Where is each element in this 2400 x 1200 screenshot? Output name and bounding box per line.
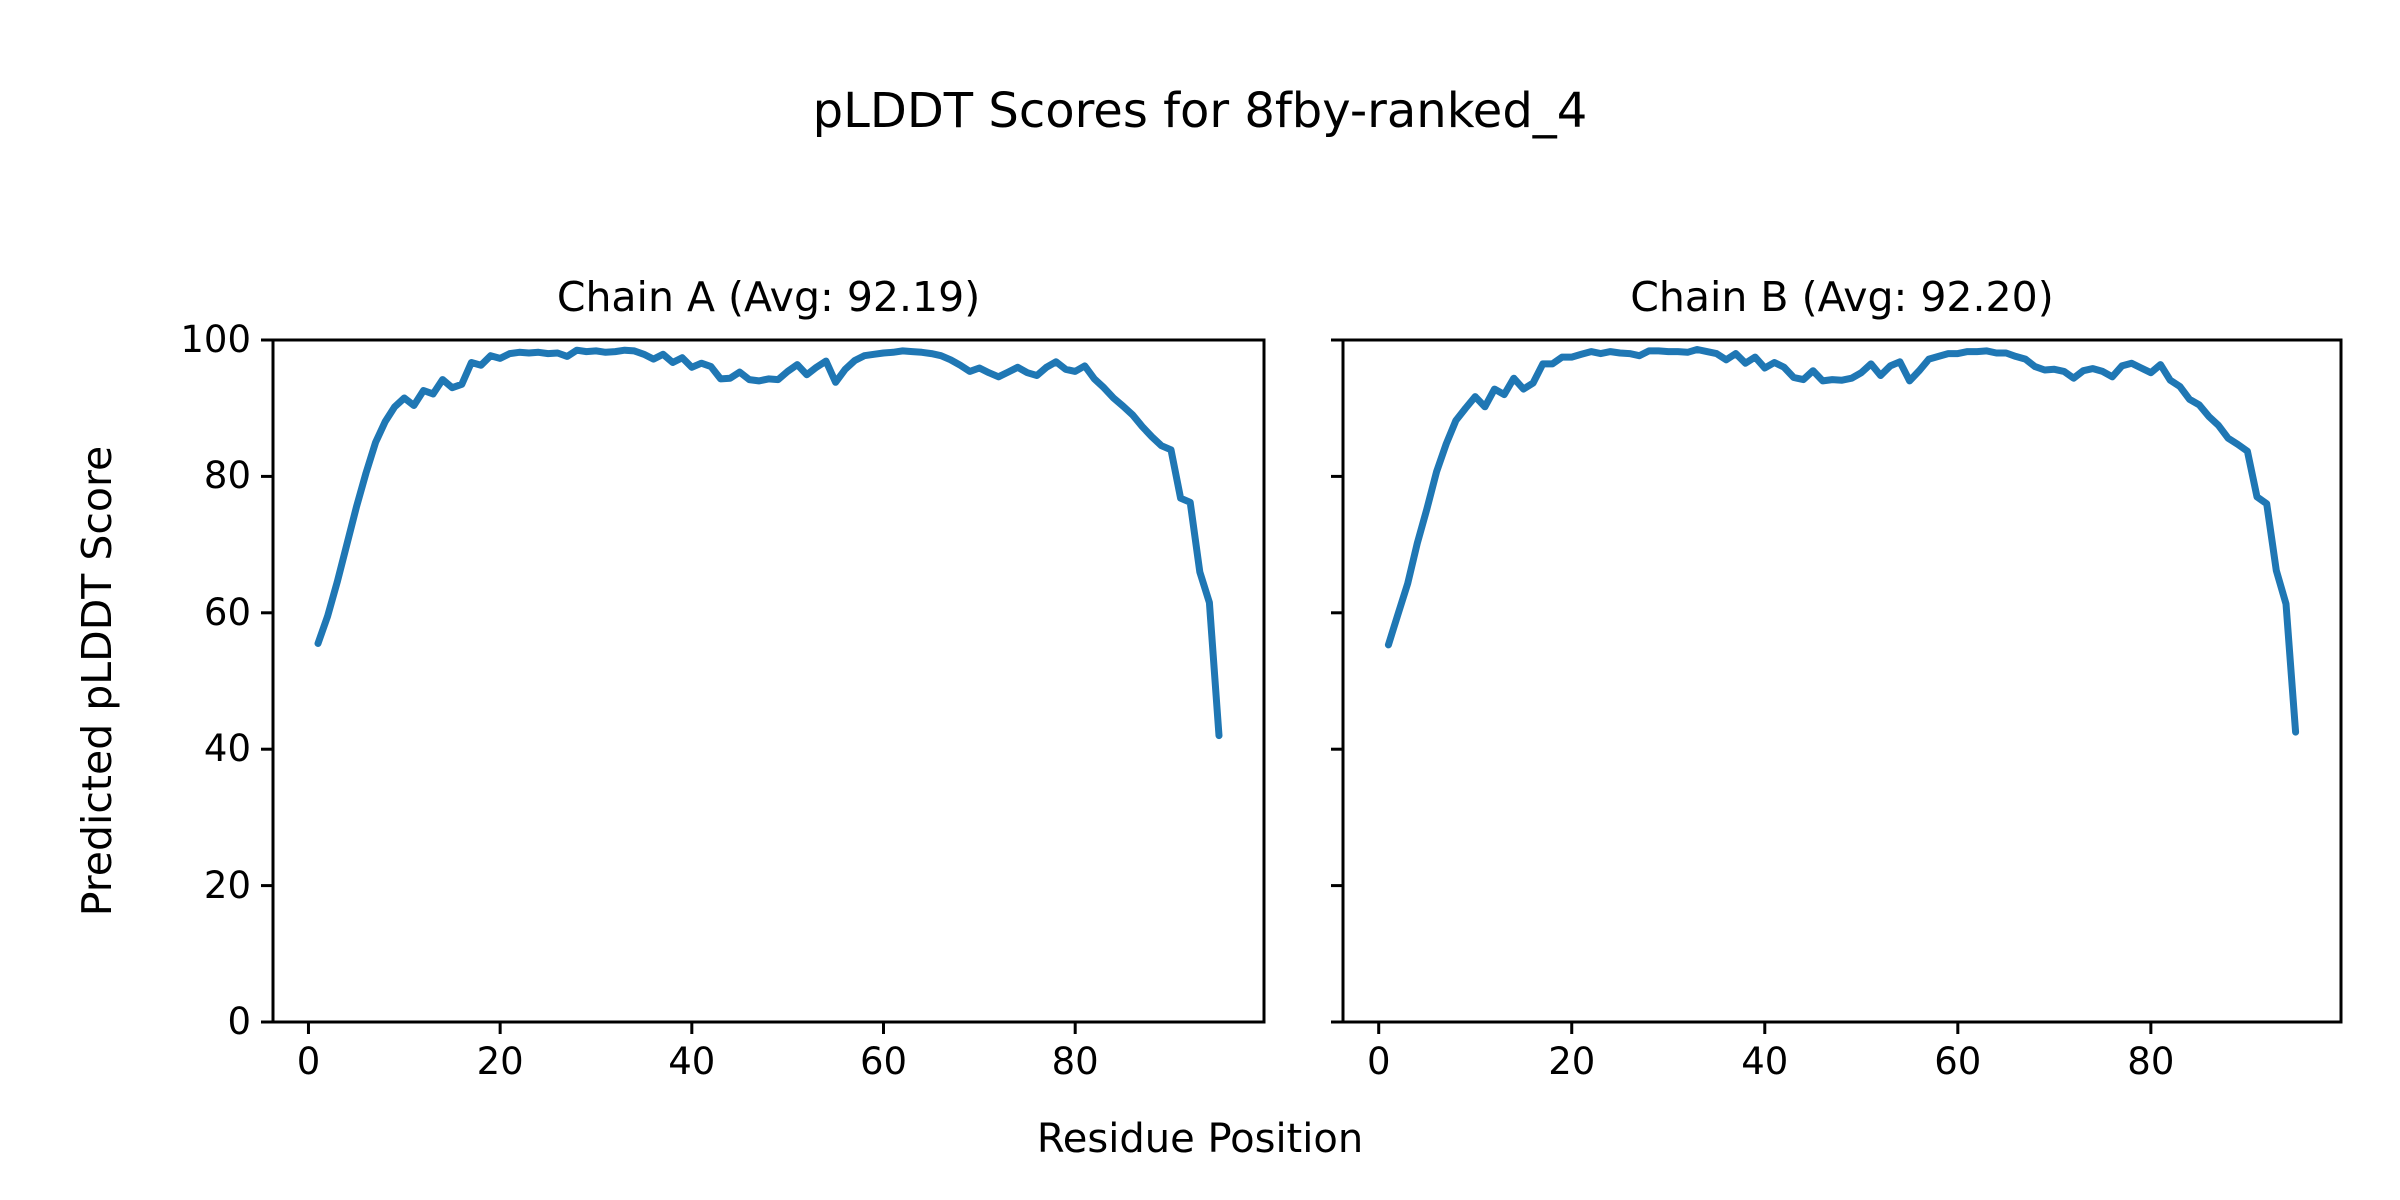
- figure-title: pLDDT Scores for 8fby-ranked_4: [812, 83, 1588, 139]
- y-tick-label: 0: [227, 1000, 251, 1043]
- plot-canvas-chain-a: [261, 338, 1266, 1034]
- y-tick-label: 80: [203, 454, 251, 498]
- subplot-title-chain-b: Chain B (Avg: 92.20): [1630, 273, 2054, 321]
- plot-canvas-chain-b: [1331, 338, 2343, 1034]
- x-tick-label: 20: [476, 1040, 524, 1083]
- y-axis-label: Predicted pLDDT Score: [73, 445, 121, 917]
- x-tick-label: 60: [1934, 1040, 1982, 1083]
- plddt-line-chain-a: [314, 346, 1223, 740]
- axes-chain-a: 0 20 40 60 80 0 20 40 60 80 100: [180, 318, 1266, 1083]
- x-tick-label: 40: [1741, 1040, 1789, 1083]
- subplot-title-chain-a: Chain A (Avg: 92.19): [556, 273, 981, 321]
- plddt-line-chain-b: [1384, 346, 2300, 736]
- x-tick-label: 0: [1366, 1040, 1391, 1083]
- x-tick-label: 80: [2127, 1040, 2175, 1083]
- x-tick-label: 20: [1548, 1040, 1596, 1083]
- y-tick-label: 100: [180, 318, 251, 361]
- axes-chain-b: 0 20 40 60 80: [1331, 338, 2343, 1083]
- axes-spines: [271, 338, 1266, 1024]
- x-tick-label: 40: [668, 1040, 716, 1083]
- x-tick-label: 80: [1051, 1040, 1099, 1083]
- y-tick-label: 60: [203, 590, 251, 634]
- y-tick-label: 40: [203, 727, 251, 771]
- x-tick-label: 0: [296, 1040, 321, 1083]
- y-tick-label: 20: [203, 863, 251, 907]
- axes-spines: [1341, 338, 2343, 1024]
- x-axis-label: Residue Position: [1036, 1116, 1364, 1162]
- x-tick-label: 60: [859, 1040, 908, 1083]
